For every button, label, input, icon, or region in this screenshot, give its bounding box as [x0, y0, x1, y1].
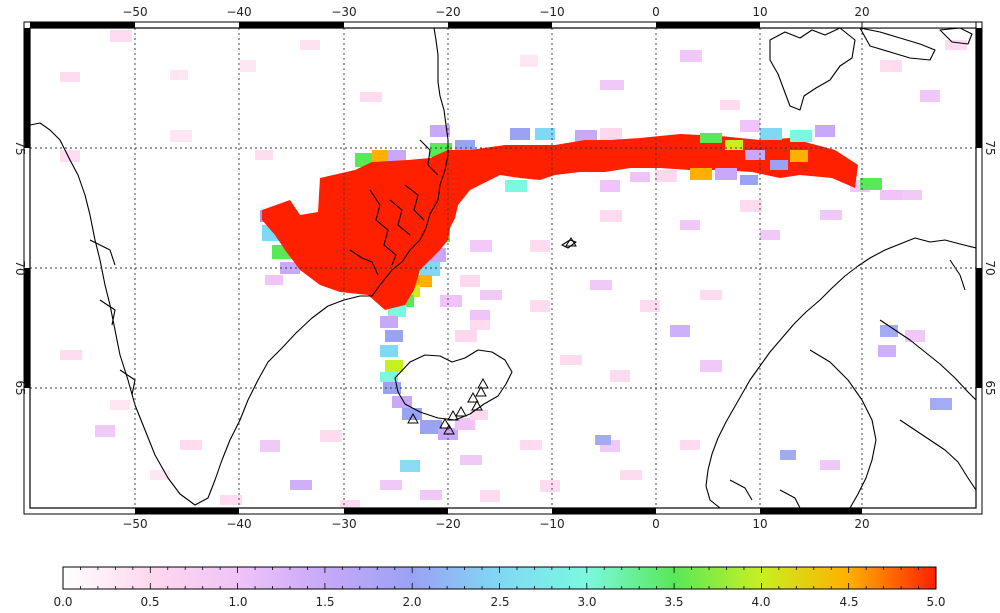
- lon-labels-bottom: −50 −40 −30 −20 −10 0 10 20: [122, 517, 869, 531]
- colorbar-label: 2.0: [402, 595, 421, 609]
- triangle-icon: [439, 417, 451, 429]
- colorbar-label: 4.0: [751, 595, 770, 609]
- colorbar-label: 2.5: [490, 595, 509, 609]
- colorbar-label: 4.5: [839, 595, 858, 609]
- lat-label: 70: [983, 260, 997, 275]
- ash-plume: [260, 120, 902, 440]
- triangle-icon: [467, 391, 479, 403]
- triangle-icon: [443, 423, 455, 435]
- lon-label: −30: [331, 5, 356, 19]
- map-area: [30, 28, 976, 508]
- lat-label: 75: [13, 140, 27, 155]
- lon-label: −50: [122, 5, 147, 19]
- colorbar-label: 0.0: [53, 595, 72, 609]
- triangle-icon: [475, 385, 487, 397]
- colorbar-label: 1.0: [228, 595, 247, 609]
- colorbar-label: 1.5: [315, 595, 334, 609]
- colorbar-label: 5.0: [926, 595, 945, 609]
- lon-label: 20: [854, 517, 869, 531]
- lat-label: 75: [983, 140, 997, 155]
- scattered-pixels: [60, 30, 967, 508]
- lon-label: 10: [752, 5, 767, 19]
- lat-label: 65: [983, 380, 997, 395]
- lon-label: −40: [226, 5, 251, 19]
- triangle-icon: [565, 237, 577, 247]
- volcano-markers: [407, 237, 577, 435]
- colorbar-ticks: [62, 567, 937, 589]
- lon-label: −50: [122, 517, 147, 531]
- lon-label: 20: [854, 5, 869, 19]
- colorbar-label: 3.0: [577, 595, 596, 609]
- lat-labels-left: 75 70 65: [13, 140, 27, 395]
- map-frame: [23, 21, 983, 515]
- colorbar: 0.0 0.5 1.0 1.5 2.0 2.5 3.0 3.5 4.0 4.5 …: [53, 566, 946, 609]
- lon-label: 0: [652, 517, 660, 531]
- triangle-icon: [407, 412, 419, 424]
- lat-label: 65: [13, 380, 27, 395]
- lon-label: 10: [752, 517, 767, 531]
- triangle-icon: [471, 399, 483, 411]
- lon-label: 0: [652, 5, 660, 19]
- triangle-icon: [455, 405, 467, 417]
- lon-label: −10: [539, 517, 564, 531]
- triangle-icon: [447, 409, 459, 421]
- colorbar-labels: 0.0 0.5 1.0 1.5 2.0 2.5 3.0 3.5 4.0 4.5 …: [53, 595, 945, 609]
- lon-label: −10: [539, 5, 564, 19]
- lat-label: 70: [13, 260, 27, 275]
- lon-label: −30: [331, 517, 356, 531]
- colorbar-label: 0.5: [140, 595, 159, 609]
- lon-label: −20: [435, 5, 460, 19]
- lat-labels-right: 75 70 65: [983, 140, 997, 395]
- colorbar-label: 3.5: [664, 595, 683, 609]
- lon-labels-top: −50 −40 −30 −20 −10 0 10 20: [122, 5, 869, 19]
- triangle-icon: [477, 377, 489, 389]
- lon-label: −20: [435, 517, 460, 531]
- lon-label: −40: [226, 517, 251, 531]
